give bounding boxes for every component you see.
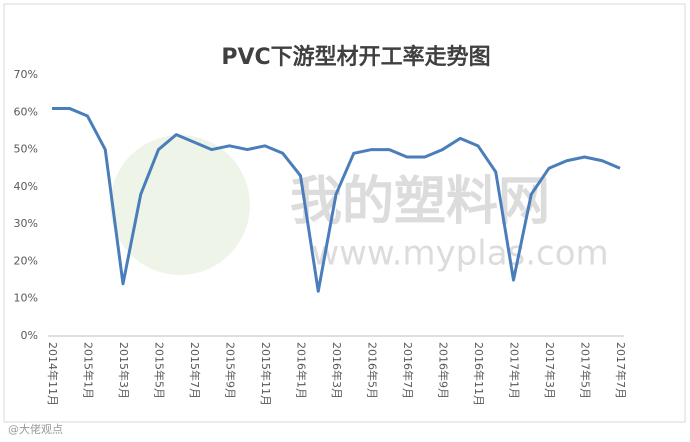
y-tick-label: 30% — [14, 217, 38, 230]
corner-mark: @大佬观点 — [8, 422, 63, 436]
x-tick-label: 2015年3月 — [117, 342, 131, 399]
watermark: 我的塑料网 — [290, 172, 550, 232]
y-tick-label: 70% — [14, 68, 38, 81]
x-tick-label: 2015年7月 — [188, 342, 202, 399]
y-tick-label: 50% — [14, 143, 38, 156]
y-tick-label: 0% — [21, 329, 38, 342]
x-tick-label: 2016年1月 — [295, 342, 309, 399]
data-line — [52, 107, 621, 293]
x-tick-label: 2014年11月 — [46, 342, 60, 406]
y-tick-label: 10% — [14, 292, 38, 305]
x-tick-label: 2016年3月 — [330, 342, 344, 399]
x-tick-label: 2016年9月 — [437, 342, 451, 399]
x-tick-label: 2015年1月 — [82, 342, 96, 399]
y-tick-label: 20% — [14, 254, 38, 267]
x-tick-label: 2017年3月 — [543, 342, 557, 399]
x-tick-label: 2017年5月 — [579, 342, 593, 399]
y-tick-label: 60% — [14, 105, 38, 118]
x-tick-label: 2017年1月 — [508, 342, 522, 399]
watermark-url: www.myplas.com — [311, 234, 608, 274]
x-tick-label: 2016年7月 — [401, 342, 415, 399]
x-tick-label: 2015年9月 — [224, 342, 238, 399]
x-tick-label: 2015年5月 — [153, 342, 167, 399]
watermark-logo — [110, 135, 250, 275]
x-tick-label: 2017年7月 — [614, 342, 628, 399]
x-tick-label: 2016年11月 — [472, 342, 486, 406]
chart-border — [3, 3, 686, 423]
y-tick-label: 40% — [14, 180, 38, 193]
x-tick-label: 2015年11月 — [259, 342, 273, 406]
x-tick-label: 2016年5月 — [366, 342, 380, 399]
chart-title: PVC下游型材开工率走势图 — [221, 44, 490, 70]
